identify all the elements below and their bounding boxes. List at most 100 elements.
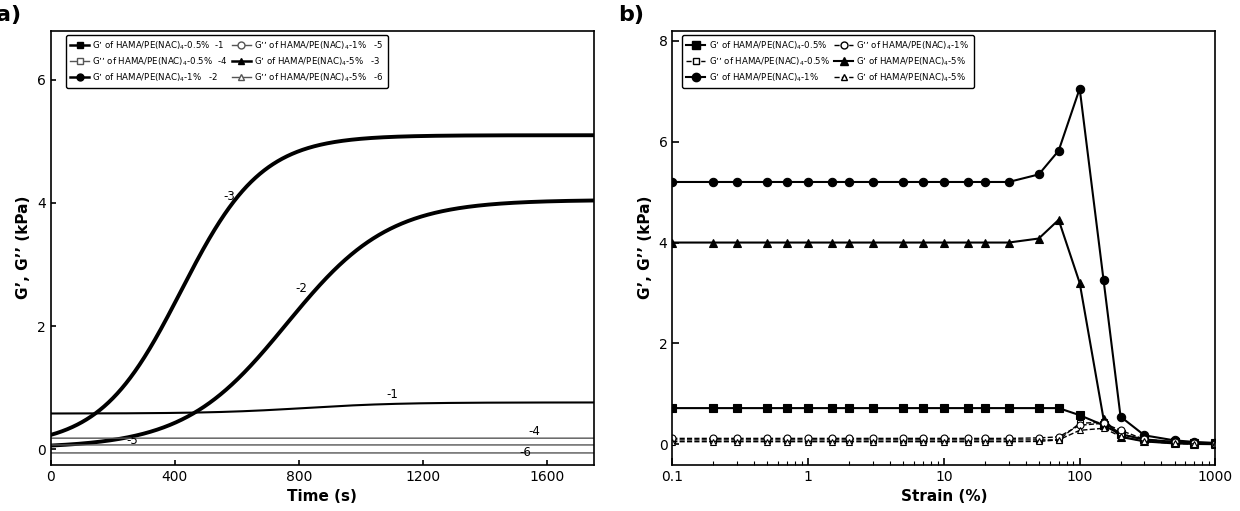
G’ of HAMA/PE(NAC)$_4$-5% bbox=[936, 438, 951, 445]
G’ of HAMA/PE(NAC)$_4$-5% bbox=[1096, 425, 1111, 431]
G’ of HAMA/PE(NAC)$_4$-0.5% bbox=[801, 405, 816, 411]
G’’ of HAMA/PE(NAC)$_4$-0.5% bbox=[915, 437, 930, 443]
G’ of HAMA/PE(NAC)$_4$-5% bbox=[665, 240, 680, 246]
G’ of HAMA/PE(NAC)$_4$-5% bbox=[706, 438, 720, 445]
G’ of HAMA/PE(NAC)$_4$-1% bbox=[936, 179, 951, 185]
G’ of HAMA/PE(NAC)$_4$-1% bbox=[842, 179, 857, 185]
G’’ of HAMA/PE(NAC)$_4$-0.5% bbox=[977, 437, 992, 443]
G’’ of HAMA/PE(NAC)$_4$-1% bbox=[866, 435, 880, 442]
Line: G’’ of HAMA/PE(NAC)$_4$-1%: G’’ of HAMA/PE(NAC)$_4$-1% bbox=[668, 420, 1219, 448]
G’ of HAMA/PE(NAC)$_4$-5% bbox=[842, 240, 857, 246]
G’ of HAMA/PE(NAC)$_4$-0.5% bbox=[1096, 422, 1111, 428]
G’ of HAMA/PE(NAC)$_4$-0.5% bbox=[780, 405, 795, 411]
G’’ of HAMA/PE(NAC)$_4$-1% bbox=[706, 435, 720, 442]
G’’ of HAMA/PE(NAC)$_4$-1% bbox=[1001, 435, 1016, 442]
G’’ of HAMA/PE(NAC)$_4$-1% bbox=[960, 435, 975, 442]
G’ of HAMA/PE(NAC)$_4$-0.5% bbox=[936, 405, 951, 411]
G’ of HAMA/PE(NAC)$_4$-5% bbox=[1137, 438, 1152, 445]
Text: -1: -1 bbox=[386, 388, 398, 401]
G’ of HAMA/PE(NAC)$_4$-1% bbox=[1137, 432, 1152, 438]
Text: a): a) bbox=[0, 5, 21, 25]
G’ of HAMA/PE(NAC)$_4$-1% bbox=[1167, 437, 1182, 444]
G’’ of HAMA/PE(NAC)$_4$-1% bbox=[825, 435, 839, 442]
G’’ of HAMA/PE(NAC)$_4$-1% bbox=[842, 435, 857, 442]
G’ of HAMA/PE(NAC)$_4$-5% bbox=[915, 240, 930, 246]
G’ of HAMA/PE(NAC)$_4$-1% bbox=[1208, 440, 1223, 446]
Text: -5: -5 bbox=[126, 434, 139, 447]
G’ of HAMA/PE(NAC)$_4$-5% bbox=[977, 240, 992, 246]
G’ of HAMA/PE(NAC)$_4$-5% bbox=[1032, 438, 1047, 445]
G’’ of HAMA/PE(NAC)$_4$-1% bbox=[1187, 440, 1202, 447]
Line: G’ of HAMA/PE(NAC)$_4$-0.5%: G’ of HAMA/PE(NAC)$_4$-0.5% bbox=[668, 404, 1220, 448]
Text: -2: -2 bbox=[296, 282, 308, 295]
G’ of HAMA/PE(NAC)$_4$-0.5% bbox=[866, 405, 880, 411]
Text: -6: -6 bbox=[520, 446, 531, 459]
G’’ of HAMA/PE(NAC)$_4$-0.5% bbox=[960, 437, 975, 443]
G’ of HAMA/PE(NAC)$_4$-0.5% bbox=[895, 405, 910, 411]
G’ of HAMA/PE(NAC)$_4$-1% bbox=[1052, 148, 1066, 154]
G’’ of HAMA/PE(NAC)$_4$-0.5% bbox=[801, 437, 816, 443]
G’ of HAMA/PE(NAC)$_4$-1% bbox=[1187, 439, 1202, 445]
G’ of HAMA/PE(NAC)$_4$-1% bbox=[760, 179, 775, 185]
G’ of HAMA/PE(NAC)$_4$-5% bbox=[936, 240, 951, 246]
G’ of HAMA/PE(NAC)$_4$-5% bbox=[866, 438, 880, 445]
Line: G’’ of HAMA/PE(NAC)$_4$-0.5%: G’’ of HAMA/PE(NAC)$_4$-0.5% bbox=[668, 419, 1219, 448]
G’ of HAMA/PE(NAC)$_4$-0.5% bbox=[977, 405, 992, 411]
Line: G’ of HAMA/PE(NAC)$_4$-5%: G’ of HAMA/PE(NAC)$_4$-5% bbox=[668, 216, 1220, 448]
G’’ of HAMA/PE(NAC)$_4$-1% bbox=[1114, 427, 1128, 433]
G’ of HAMA/PE(NAC)$_4$-5% bbox=[706, 240, 720, 246]
G’ of HAMA/PE(NAC)$_4$-5% bbox=[825, 438, 839, 445]
G’ of HAMA/PE(NAC)$_4$-5% bbox=[1167, 440, 1182, 447]
Y-axis label: G’, G’’ (kPa): G’, G’’ (kPa) bbox=[16, 196, 31, 299]
G’’ of HAMA/PE(NAC)$_4$-0.5% bbox=[1052, 437, 1066, 443]
G’’ of HAMA/PE(NAC)$_4$-0.5% bbox=[665, 437, 680, 443]
G’ of HAMA/PE(NAC)$_4$-5% bbox=[1208, 441, 1223, 447]
G’ of HAMA/PE(NAC)$_4$-1% bbox=[1032, 171, 1047, 177]
G’ of HAMA/PE(NAC)$_4$-1% bbox=[729, 179, 744, 185]
G’’ of HAMA/PE(NAC)$_4$-1% bbox=[1096, 420, 1111, 426]
G’ of HAMA/PE(NAC)$_4$-5% bbox=[1114, 433, 1128, 439]
G’ of HAMA/PE(NAC)$_4$-5% bbox=[1001, 240, 1016, 246]
G’ of HAMA/PE(NAC)$_4$-0.5% bbox=[1187, 440, 1202, 446]
G’ of HAMA/PE(NAC)$_4$-0.5% bbox=[729, 405, 744, 411]
G’ of HAMA/PE(NAC)$_4$-5% bbox=[1001, 438, 1016, 445]
G’’ of HAMA/PE(NAC)$_4$-0.5% bbox=[842, 437, 857, 443]
G’ of HAMA/PE(NAC)$_4$-0.5% bbox=[1001, 405, 1016, 411]
G’ of HAMA/PE(NAC)$_4$-5% bbox=[1096, 416, 1111, 422]
G’ of HAMA/PE(NAC)$_4$-5% bbox=[1208, 441, 1223, 447]
Text: b): b) bbox=[618, 5, 644, 25]
G’ of HAMA/PE(NAC)$_4$-5% bbox=[1032, 236, 1047, 242]
G’ of HAMA/PE(NAC)$_4$-5% bbox=[866, 240, 880, 246]
G’’ of HAMA/PE(NAC)$_4$-1% bbox=[1052, 434, 1066, 440]
Legend: G’ of HAMA/PE(NAC)$_4$-0.5%, G’’ of HAMA/PE(NAC)$_4$-0.5%, G’ of HAMA/PE(NAC)$_4: G’ of HAMA/PE(NAC)$_4$-0.5%, G’’ of HAMA… bbox=[682, 35, 973, 88]
G’ of HAMA/PE(NAC)$_4$-5% bbox=[801, 438, 816, 445]
G’’ of HAMA/PE(NAC)$_4$-0.5% bbox=[866, 437, 880, 443]
G’’ of HAMA/PE(NAC)$_4$-0.5% bbox=[729, 437, 744, 443]
G’’ of HAMA/PE(NAC)$_4$-1% bbox=[1167, 439, 1182, 445]
G’’ of HAMA/PE(NAC)$_4$-0.5% bbox=[780, 437, 795, 443]
G’’ of HAMA/PE(NAC)$_4$-0.5% bbox=[1032, 437, 1047, 443]
G’’ of HAMA/PE(NAC)$_4$-0.5% bbox=[1137, 437, 1152, 444]
G’ of HAMA/PE(NAC)$_4$-5% bbox=[895, 240, 910, 246]
G’ of HAMA/PE(NAC)$_4$-5% bbox=[665, 438, 680, 445]
G’ of HAMA/PE(NAC)$_4$-1% bbox=[801, 179, 816, 185]
G’’ of HAMA/PE(NAC)$_4$-0.5% bbox=[825, 437, 839, 443]
G’ of HAMA/PE(NAC)$_4$-5% bbox=[825, 240, 839, 246]
G’ of HAMA/PE(NAC)$_4$-0.5% bbox=[1052, 405, 1066, 411]
G’’ of HAMA/PE(NAC)$_4$-0.5% bbox=[1114, 430, 1128, 436]
G’’ of HAMA/PE(NAC)$_4$-1% bbox=[915, 435, 930, 442]
G’’ of HAMA/PE(NAC)$_4$-0.5% bbox=[895, 437, 910, 443]
G’ of HAMA/PE(NAC)$_4$-0.5% bbox=[665, 405, 680, 411]
G’ of HAMA/PE(NAC)$_4$-5% bbox=[1187, 441, 1202, 447]
G’ of HAMA/PE(NAC)$_4$-1% bbox=[915, 179, 930, 185]
G’ of HAMA/PE(NAC)$_4$-5% bbox=[1187, 441, 1202, 447]
G’ of HAMA/PE(NAC)$_4$-5% bbox=[1114, 434, 1128, 440]
G’ of HAMA/PE(NAC)$_4$-0.5% bbox=[960, 405, 975, 411]
G’ of HAMA/PE(NAC)$_4$-1% bbox=[1114, 413, 1128, 420]
G’’ of HAMA/PE(NAC)$_4$-1% bbox=[895, 435, 910, 442]
G’ of HAMA/PE(NAC)$_4$-1% bbox=[1001, 179, 1016, 185]
Text: -4: -4 bbox=[528, 425, 541, 438]
G’ of HAMA/PE(NAC)$_4$-1% bbox=[825, 179, 839, 185]
G’’ of HAMA/PE(NAC)$_4$-0.5% bbox=[1167, 439, 1182, 446]
G’’ of HAMA/PE(NAC)$_4$-0.5% bbox=[1001, 437, 1016, 443]
